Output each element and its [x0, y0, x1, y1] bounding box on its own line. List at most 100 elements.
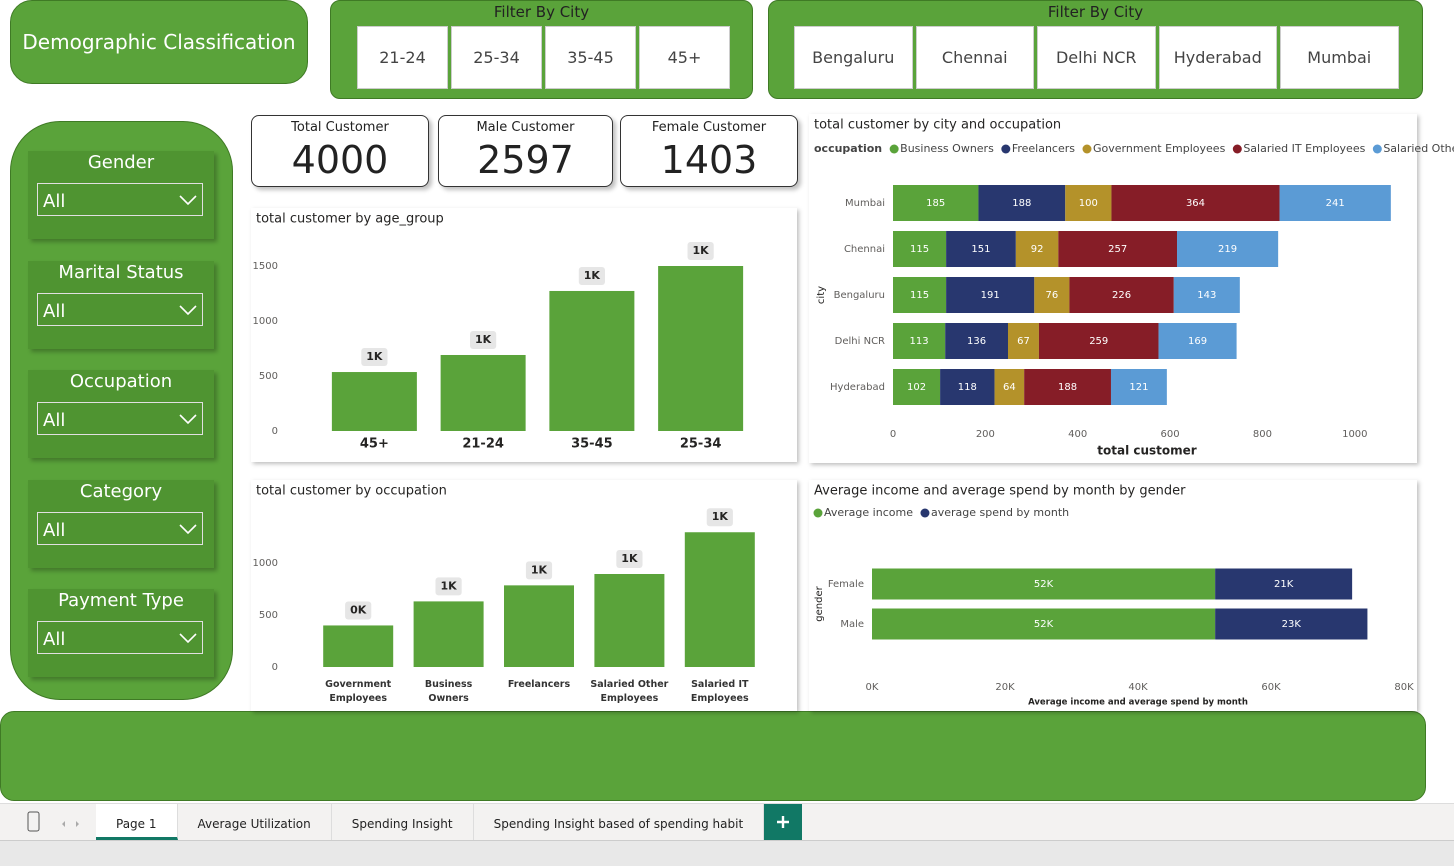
data-label: 191: [981, 290, 1000, 301]
kpi-card: Female Customer 1403: [620, 115, 798, 187]
slicer-dropdown[interactable]: All: [37, 402, 203, 435]
legend-swatch: [1372, 144, 1382, 154]
y-tick-label: Delhi NCR: [835, 336, 885, 347]
chevron: [179, 633, 197, 644]
bar-segment: [940, 369, 995, 405]
slicer-dropdown[interactable]: All: [37, 292, 203, 326]
data-label: 21K: [1274, 579, 1294, 590]
filter-button[interactable]: 21-24: [357, 26, 448, 89]
chevron: [179, 523, 197, 534]
chart-title: total customer by occupation: [256, 484, 447, 499]
slicer-value: All: [43, 191, 66, 212]
filter-title: Filter By City: [493, 3, 590, 21]
data-label: 188: [1012, 198, 1031, 209]
chevron: [179, 414, 197, 425]
data-label: 118: [958, 382, 977, 393]
age-filter: Filter By City 21-24 25-34 35-45 45+: [330, 0, 753, 99]
kpi-card: Male Customer 2597: [438, 115, 613, 187]
filter-button[interactable]: 35-45: [545, 26, 636, 89]
bar-segment: [1007, 323, 1039, 359]
x-tick-label: 0K: [866, 682, 879, 693]
data-label-bg: [616, 550, 643, 569]
data-label: 113: [910, 336, 929, 347]
x-tick-label: 21-24: [462, 437, 504, 452]
data-label: 1K: [475, 333, 492, 346]
bar: [440, 354, 526, 431]
y-tick-label: Male: [840, 619, 864, 630]
chart-card: [809, 480, 1417, 711]
y-tick-label: 500: [259, 610, 278, 621]
page-tab[interactable]: Spending Insight based of spending habit: [474, 804, 765, 840]
slicer-dropdown[interactable]: All: [37, 621, 203, 654]
chart-card: [809, 114, 1417, 463]
bar-segment: [893, 277, 947, 313]
x-tick-label: 200: [976, 429, 995, 440]
data-label: 52K: [1034, 579, 1054, 590]
filter-button[interactable]: Bengaluru: [794, 26, 913, 89]
bar: [504, 585, 574, 667]
bar-segment: [872, 608, 1216, 640]
add-page-button[interactable]: [764, 804, 803, 840]
chart-title: total customer by city and occupation: [814, 118, 1061, 133]
y-tick-label: 1000: [253, 316, 278, 327]
slicer: Payment Type All: [28, 589, 214, 677]
kpi-value: 2597: [477, 138, 574, 182]
bar-segment: [946, 231, 1016, 267]
data-label: 115: [910, 290, 929, 301]
data-label: 121: [1129, 382, 1148, 393]
data-label: 364: [1186, 198, 1205, 209]
x-tick-label: 600: [1161, 429, 1180, 440]
slicer-value: All: [43, 519, 66, 541]
data-label: 188: [1058, 382, 1077, 393]
data-label: 1K: [366, 350, 383, 363]
y-axis-label: gender: [814, 585, 825, 621]
data-label: 1K: [693, 244, 710, 257]
kpi-card: Total Customer 4000: [251, 115, 429, 187]
status-bar: [0, 840, 1454, 866]
page-tab[interactable]: Spending Insight: [332, 804, 474, 840]
x-tick-label: Salaried IT Employees: [690, 679, 749, 704]
data-label: 76: [1045, 290, 1058, 301]
data-label: 67: [1017, 336, 1030, 347]
data-label-bg: [578, 266, 605, 285]
filter-button[interactable]: Hyderabad: [1158, 26, 1277, 89]
bar-segment: [1111, 185, 1280, 221]
bar-segment: [893, 231, 947, 267]
data-label: 0K: [350, 603, 367, 616]
chart-title: total customer by age_group: [256, 212, 444, 227]
filter-button[interactable]: Delhi NCR: [1037, 26, 1156, 89]
kpi-label: Female Customer: [651, 120, 767, 135]
bar-segment: [1177, 231, 1279, 267]
page-tab[interactable]: Page 1: [96, 804, 178, 840]
bar-segment: [893, 323, 946, 359]
filter-button[interactable]: 45+: [639, 26, 730, 89]
x-axis-label: total customer: [1097, 444, 1197, 458]
slicer-label: Occupation: [69, 371, 173, 392]
data-label: 151: [971, 244, 990, 255]
data-label: 143: [1197, 290, 1216, 301]
filter-button[interactable]: Mumbai: [1280, 26, 1399, 89]
legend-label: Freelancers: [1012, 142, 1075, 155]
slicer-dropdown[interactable]: All: [37, 511, 203, 545]
legend-label: average spend by month: [931, 506, 1069, 519]
bar: [549, 290, 635, 431]
chart-title: Average income and average spend by mont…: [814, 484, 1186, 499]
slicer: Category All: [28, 479, 214, 568]
data-label: 1K: [584, 269, 601, 282]
y-tick-label: 500: [259, 371, 278, 382]
x-tick-label: Freelancers: [507, 679, 571, 690]
data-label: 92: [1031, 244, 1044, 255]
data-label-bg: [435, 577, 462, 596]
filter-button[interactable]: 25-34: [451, 26, 542, 89]
data-label-bg: [687, 242, 714, 260]
filter-button[interactable]: Chennai: [915, 26, 1034, 89]
bar-segment: [1279, 185, 1391, 221]
legend-label: Salaried IT Employees: [1243, 142, 1365, 155]
bar-segment: [893, 369, 941, 405]
legend-swatch: [920, 508, 930, 518]
slicer-dropdown[interactable]: All: [37, 183, 203, 216]
data-label: 1K: [531, 563, 548, 576]
bar-segment: [946, 277, 1035, 313]
page-tab[interactable]: Average Utilization: [178, 804, 332, 840]
